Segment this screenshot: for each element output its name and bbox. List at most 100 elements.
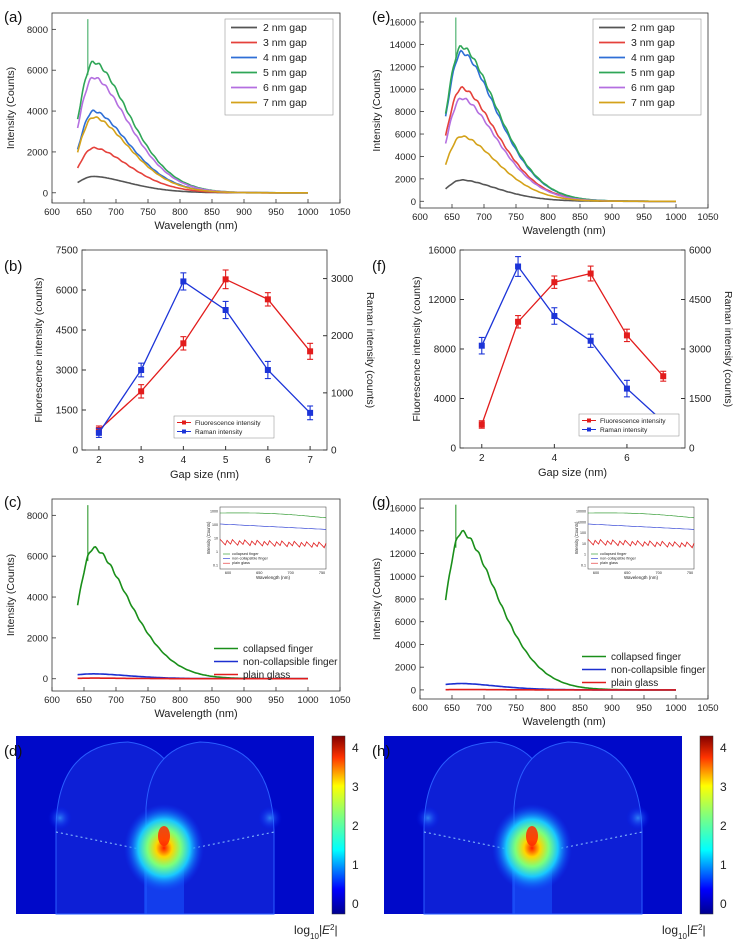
legend-label: 5 nm gap bbox=[631, 67, 675, 79]
x-tick-label: 4 bbox=[552, 453, 558, 464]
legend-label: 4 nm gap bbox=[631, 52, 675, 64]
inset-chart: 1000 100 10 1 0.1 600 650 700 750 Wavelength (nm)… bbox=[206, 506, 327, 580]
data-point bbox=[478, 342, 485, 349]
series-line bbox=[98, 278, 311, 431]
inset-legend-label: non-collapsible finger bbox=[600, 557, 637, 561]
inset-series-glass bbox=[587, 538, 695, 549]
panel-label-h: (h) bbox=[372, 743, 391, 760]
y-tick-label: 14000 bbox=[390, 40, 416, 51]
y-axis-label: Fluorescence intensity (counts) bbox=[33, 277, 45, 422]
plot-frame bbox=[81, 249, 328, 451]
inset-legend-label: plain glass bbox=[232, 561, 250, 565]
inset-legend-label: non-collapsible finger bbox=[232, 557, 269, 561]
x-tick-label: 900 bbox=[604, 212, 620, 223]
x-tick-label: 950 bbox=[268, 207, 284, 218]
colorbar-tick-label: 3 bbox=[720, 780, 727, 794]
colorbar-tick-label: 1 bbox=[720, 858, 727, 872]
panel-label-e: (e) bbox=[372, 9, 391, 26]
x-tick-label: 950 bbox=[636, 703, 652, 714]
inset-y-tick-label: 1000 bbox=[578, 520, 586, 524]
y-right-tick-label: 6000 bbox=[689, 246, 712, 257]
inset-y-label: Intensity (Counts) bbox=[574, 521, 579, 554]
y-tick-label: 16000 bbox=[428, 246, 456, 257]
series-line bbox=[444, 135, 676, 203]
data-point bbox=[180, 278, 187, 285]
y-tick-label: 6000 bbox=[395, 617, 416, 628]
colorbar-label: log10|E2| bbox=[662, 923, 706, 941]
x-tick-label: 850 bbox=[572, 212, 588, 223]
legend-label: Fluorescence intensity bbox=[195, 420, 261, 427]
legend-label: collapsed finger bbox=[243, 644, 314, 655]
x-tick-label: 1050 bbox=[697, 703, 718, 714]
y-tick-label: 4000 bbox=[395, 152, 416, 163]
colorbar-tick-label: 4 bbox=[720, 741, 727, 755]
x-tick-label: 750 bbox=[508, 703, 524, 714]
legend-box bbox=[224, 18, 334, 116]
edge-glow-left bbox=[48, 806, 72, 830]
data-point bbox=[95, 429, 102, 436]
inset-y-tick-label: 100 bbox=[212, 523, 218, 527]
legend-label: 2 nm gap bbox=[631, 22, 675, 34]
x-axis-label: Wavelength (nm) bbox=[522, 716, 605, 728]
y-tick-label: 1500 bbox=[56, 406, 79, 417]
x-axis-label: Gap size (nm) bbox=[170, 469, 239, 481]
colorbar-tick-label: 4 bbox=[352, 741, 359, 755]
y-tick-label: 4500 bbox=[56, 326, 79, 337]
data-point bbox=[307, 409, 314, 416]
colorbar-label-part: | bbox=[703, 923, 706, 937]
data-point bbox=[660, 373, 667, 380]
y-tick-label: 0 bbox=[411, 685, 416, 696]
chart-a: 600 650 700 750 800 850 900 950 1000 1050 0 2000 400… bbox=[5, 12, 351, 232]
legend-label: collapsed finger bbox=[611, 652, 682, 663]
field-hotspot bbox=[124, 804, 204, 892]
y-axis-label: Intensity (Counts) bbox=[5, 554, 17, 636]
hotspot-core bbox=[526, 826, 538, 846]
y-right-tick-label: 4500 bbox=[689, 295, 712, 306]
x-tick-label: 800 bbox=[172, 695, 188, 706]
inset-y-tick-label: 100 bbox=[580, 531, 586, 535]
data-point bbox=[180, 340, 187, 347]
y-tick-label: 10000 bbox=[390, 85, 416, 96]
x-tick-label: 900 bbox=[236, 695, 252, 706]
edge-glow-left bbox=[416, 806, 440, 830]
legend-marker bbox=[182, 429, 186, 434]
inset-x-label: Wavelength (nm) bbox=[256, 575, 291, 580]
inset-series-collapsed bbox=[220, 512, 327, 519]
x-tick-label: 2 bbox=[96, 455, 102, 466]
legend-label: 5 nm gap bbox=[263, 67, 307, 79]
colorbar-tick-label: 0 bbox=[720, 897, 727, 911]
series-line bbox=[481, 265, 664, 423]
chart-b: 2 3 4 5 6 7 0 1500 3000 4500 6000 7500 0 1000 2000 3000… bbox=[33, 246, 376, 482]
inset-y-tick-label: 1 bbox=[584, 553, 586, 557]
x-tick-label: 850 bbox=[204, 207, 220, 218]
colorbar-label-part: log bbox=[662, 923, 678, 937]
y-tick-label: 12000 bbox=[390, 549, 416, 560]
legend-label: 6 nm gap bbox=[263, 82, 307, 94]
y-tick-label: 4000 bbox=[395, 640, 416, 651]
x-tick-label: 3 bbox=[138, 455, 144, 466]
y-tick-label: 4000 bbox=[27, 593, 48, 604]
legend-label: Raman intensity bbox=[600, 427, 648, 434]
x-tick-label: 650 bbox=[76, 695, 92, 706]
y-tick-label: 8000 bbox=[434, 345, 457, 356]
legend: collapsed finger non-collapsible finger pl… bbox=[214, 644, 338, 681]
data-point bbox=[138, 388, 145, 395]
x-tick-label: 6 bbox=[624, 453, 630, 464]
x-tick-label: 1000 bbox=[665, 703, 686, 714]
y-tick-label: 3000 bbox=[56, 366, 79, 377]
inset-y-tick-label: 10 bbox=[582, 542, 586, 546]
y-tick-label: 6000 bbox=[27, 66, 48, 77]
colorbar-label: log10|E2| bbox=[294, 923, 338, 941]
legend-label: non-collapsible finger bbox=[611, 665, 706, 676]
inset-y-tick-label: 1 bbox=[216, 550, 218, 554]
inset-y-tick-label: 1000 bbox=[210, 510, 218, 514]
y-tick-label: 0 bbox=[450, 444, 456, 455]
panel-label-a: (a) bbox=[4, 9, 23, 26]
data-point bbox=[264, 296, 271, 303]
legend: Fluorescence intensity Raman intensity bbox=[173, 415, 275, 439]
x-tick-label: 900 bbox=[236, 207, 252, 218]
x-tick-label: 650 bbox=[444, 212, 460, 223]
y-right-tick-label: 1000 bbox=[331, 388, 354, 399]
x-tick-label: 650 bbox=[444, 703, 460, 714]
